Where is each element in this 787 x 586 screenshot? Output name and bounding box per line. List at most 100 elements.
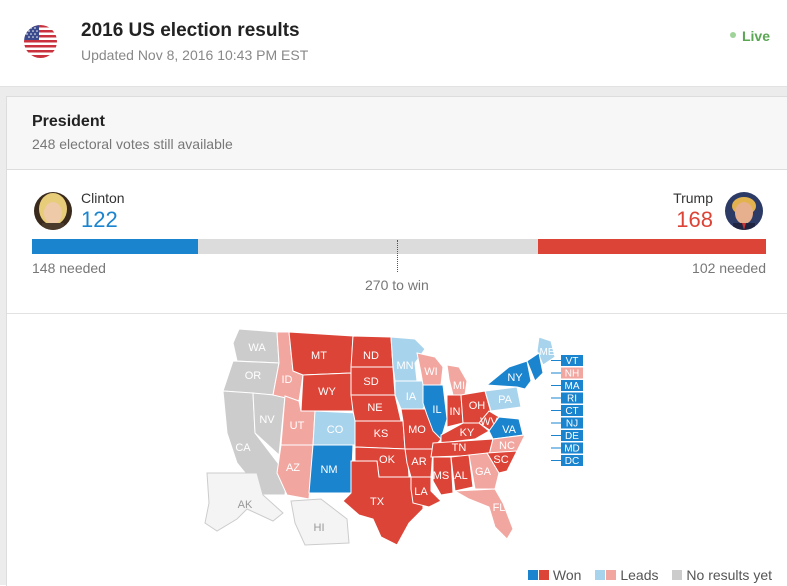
svg-text:ND: ND <box>363 350 379 362</box>
state-SC[interactable]: SC <box>486 450 518 474</box>
state-NE[interactable]: NE <box>350 394 402 422</box>
state-CO[interactable]: CO <box>312 410 358 446</box>
to-win-label: 270 to win <box>365 277 429 293</box>
state-NJ[interactable]: NJ <box>551 417 583 430</box>
state-DC[interactable]: DC <box>551 455 583 467</box>
map-legend: Won Leads No results yet <box>527 566 772 584</box>
page-title: 2016 US election results <box>81 20 300 41</box>
state-KS[interactable]: KS <box>354 420 406 450</box>
svg-text:UT: UT <box>290 420 305 432</box>
race-subtitle: 248 electoral votes still available <box>32 136 233 152</box>
svg-text:DC: DC <box>565 456 579 467</box>
legend-no-results: No results yet <box>686 567 772 584</box>
svg-text:AZ: AZ <box>286 462 300 474</box>
svg-text:NY: NY <box>507 372 523 384</box>
svg-text:MS: MS <box>433 470 450 482</box>
dem-leads-swatch <box>595 570 606 581</box>
svg-text:TX: TX <box>370 496 385 508</box>
state-LA[interactable]: LA <box>410 476 442 508</box>
state-PA[interactable]: PA <box>484 386 522 412</box>
election-map[interactable]: WA OR CA NV ID MT WY UT AZ CO NM ND SD N… <box>197 323 587 568</box>
state-VT[interactable]: VT <box>551 355 583 367</box>
state-FL[interactable]: FL <box>453 488 514 540</box>
svg-text:NC: NC <box>499 440 515 452</box>
state-IL[interactable]: IL <box>422 384 448 440</box>
svg-text:CA: CA <box>235 442 251 454</box>
no-results-swatch <box>672 570 683 581</box>
svg-text:ME: ME <box>540 347 555 358</box>
svg-text:MN: MN <box>396 360 413 372</box>
svg-text:PA: PA <box>498 394 513 406</box>
state-NM[interactable]: NM <box>308 444 354 494</box>
state-ME[interactable]: ME <box>536 336 556 366</box>
state-MT[interactable]: MT <box>288 331 354 376</box>
svg-text:MT: MT <box>311 350 327 362</box>
svg-text:IA: IA <box>406 391 417 403</box>
dem-won-swatch <box>527 570 538 581</box>
svg-text:IL: IL <box>432 404 441 416</box>
state-NY[interactable]: NY <box>485 360 532 390</box>
new-england-shape <box>526 352 544 382</box>
live-label: Live <box>741 28 770 44</box>
state-MO[interactable]: MO <box>400 408 442 450</box>
clinton-avatar <box>34 192 72 230</box>
svg-text:IN: IN <box>450 406 461 418</box>
svg-text:NJ: NJ <box>566 419 578 430</box>
svg-text:WY: WY <box>318 386 336 398</box>
svg-text:LA: LA <box>414 486 428 498</box>
state-NH[interactable]: NH <box>551 367 583 380</box>
trump-name: Trump <box>673 190 713 206</box>
clinton-name: Clinton <box>81 190 125 206</box>
state-WA[interactable]: WA <box>232 328 280 364</box>
svg-text:KY: KY <box>460 427 475 439</box>
svg-text:KS: KS <box>374 428 389 440</box>
win-threshold-line <box>397 240 398 272</box>
state-RI[interactable]: RI <box>551 392 583 405</box>
svg-text:ID: ID <box>282 374 293 386</box>
state-TX[interactable]: TX <box>342 460 424 546</box>
state-AK[interactable]: AK <box>204 472 284 532</box>
state-OR[interactable]: OR <box>222 360 280 396</box>
state-NC[interactable]: NC <box>488 434 526 456</box>
live-dot-icon <box>729 32 736 39</box>
state-MN[interactable]: MN <box>390 336 426 382</box>
legend-leads: Leads <box>620 567 659 584</box>
page-header: 2016 US election results Updated Nov 8, … <box>0 0 787 87</box>
state-IN[interactable]: IN <box>446 394 464 428</box>
state-WI[interactable]: WI <box>416 352 444 386</box>
rep-leads-swatch <box>606 570 617 581</box>
svg-text:AK: AK <box>238 499 253 511</box>
state-MI[interactable]: MI <box>446 364 468 396</box>
svg-text:SC: SC <box>493 454 508 466</box>
svg-text:OH: OH <box>469 400 486 412</box>
trump-avatar <box>725 192 763 230</box>
updated-timestamp: Updated Nov 8, 2016 10:43 PM EST <box>81 47 309 63</box>
svg-text:HI: HI <box>314 522 325 534</box>
state-DE[interactable]: DE <box>551 430 583 442</box>
state-MA[interactable]: MA <box>551 380 583 392</box>
trump-votes: 168 <box>676 207 713 232</box>
state-MS[interactable]: MS <box>432 456 454 496</box>
state-SD[interactable]: SD <box>350 366 396 396</box>
state-AR[interactable]: AR <box>404 448 434 478</box>
svg-text:AL: AL <box>454 470 467 482</box>
state-VA[interactable]: VA <box>488 416 524 440</box>
state-WY[interactable]: WY <box>300 372 354 412</box>
state-HI[interactable]: HI <box>290 498 350 546</box>
state-GA[interactable]: GA <box>468 452 500 490</box>
state-AL[interactable]: AL <box>450 454 474 492</box>
svg-text:WA: WA <box>248 342 266 354</box>
state-CT[interactable]: CT <box>551 405 583 417</box>
svg-text:CO: CO <box>327 424 344 436</box>
svg-text:MD: MD <box>564 444 580 455</box>
svg-text:NE: NE <box>367 402 382 414</box>
state-MD[interactable]: MD <box>551 442 583 455</box>
svg-text:TN: TN <box>452 442 467 454</box>
state-AZ[interactable]: AZ <box>276 444 314 500</box>
svg-text:CT: CT <box>565 406 578 417</box>
race-header: President 248 electoral votes still avai… <box>7 97 787 170</box>
svg-text:FL: FL <box>493 502 506 514</box>
trump-bar-fill <box>537 239 766 254</box>
svg-text:GA: GA <box>475 466 492 478</box>
state-ND[interactable]: ND <box>350 335 394 368</box>
